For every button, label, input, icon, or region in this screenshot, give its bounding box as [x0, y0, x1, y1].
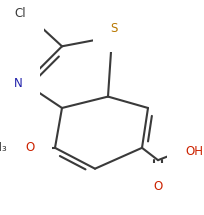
Text: CH₃: CH₃: [0, 141, 7, 154]
Text: Cl: Cl: [14, 7, 26, 20]
Text: S: S: [110, 22, 118, 35]
Text: N: N: [14, 77, 22, 90]
Text: O: O: [25, 141, 35, 154]
Text: OH: OH: [185, 145, 203, 158]
Text: O: O: [153, 180, 163, 193]
